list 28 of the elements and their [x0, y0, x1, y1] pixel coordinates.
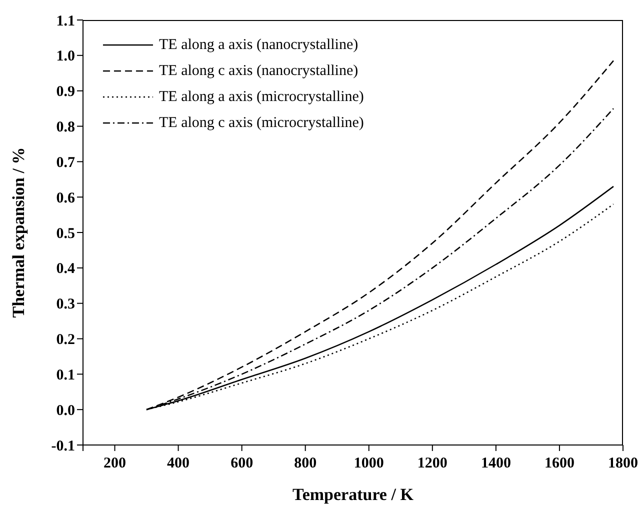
- y-tick-label: 0.7: [56, 154, 76, 171]
- y-tick-label: 0.2: [56, 332, 75, 348]
- y-tick-label: 0.5: [56, 226, 75, 242]
- y-tick-label: 0.0: [56, 402, 75, 419]
- legend-label: TE along c axis (microcrystalline): [159, 114, 364, 132]
- y-tick-label: -0.1: [51, 438, 75, 454]
- y-tick-label: 0.1: [56, 367, 75, 384]
- y-tick-label: 0.3: [56, 296, 75, 313]
- y-tick-label: 0.9: [56, 84, 75, 100]
- y-tick-label: 1.1: [56, 13, 75, 30]
- y-tick-label: 0.6: [56, 190, 76, 206]
- x-tick-label: 1800: [608, 456, 638, 472]
- x-tick-label: 200: [104, 456, 126, 472]
- x-tick-label: 800: [294, 456, 317, 472]
- x-tick-label: 400: [167, 456, 190, 472]
- y-axis-title: Thermal expansion / %: [9, 147, 28, 318]
- y-tick-label: 0.8: [56, 120, 75, 136]
- legend-label: TE along a axis (microcrystalline): [159, 88, 364, 106]
- y-tick-label: 1.0: [56, 48, 75, 65]
- x-tick-label: 1600: [544, 456, 574, 472]
- legend-label: TE along a axis (nanocrystalline): [159, 36, 358, 54]
- x-tick-label: 1400: [480, 456, 511, 472]
- legend-label: TE along c axis (nanocrystalline): [159, 62, 358, 80]
- y-tick-label: 0.4: [56, 261, 76, 278]
- x-axis-title: Temperature / K: [292, 485, 414, 504]
- x-tick-label: 600: [230, 456, 254, 472]
- x-tick-label: 1200: [417, 456, 448, 472]
- x-tick-label: 1000: [354, 456, 384, 472]
